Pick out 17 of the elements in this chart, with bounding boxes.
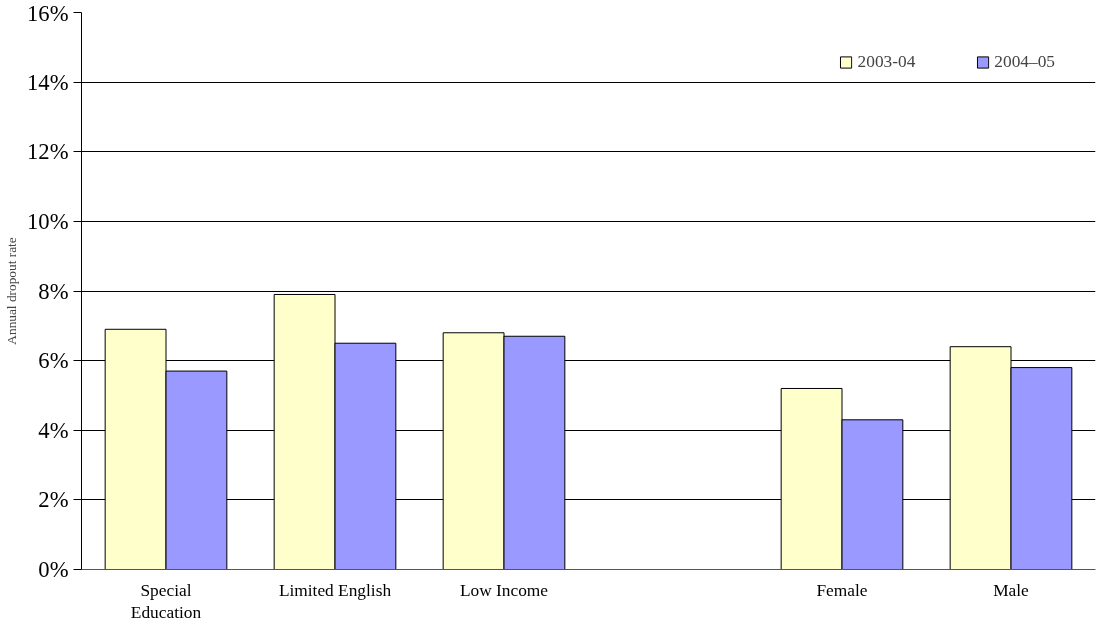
y-tick-label: 2% xyxy=(38,487,69,513)
y-tick-label: 8% xyxy=(38,278,69,304)
x-tick-label: Male xyxy=(993,580,1030,600)
y-tick-label: 10% xyxy=(26,208,69,234)
y-tick-label: 14% xyxy=(26,69,69,95)
y-tick-label: 4% xyxy=(38,417,69,443)
x-tick-label: Female xyxy=(816,580,868,600)
x-tick-label: Limited English xyxy=(278,580,392,600)
legend-label: 2004–05 xyxy=(994,52,1055,72)
x-tick-label: Special Education xyxy=(130,580,202,623)
y-tick-label: 16% xyxy=(26,0,69,26)
y-tick-label: 0% xyxy=(38,557,69,582)
y-tick-label: 6% xyxy=(38,348,69,374)
x-tick-label: Low Income xyxy=(459,580,549,600)
y-tick-label: 12% xyxy=(26,139,69,165)
y-axis-title: Annual dropout rate xyxy=(3,237,19,345)
legend-label: 2003-04 xyxy=(857,52,916,72)
